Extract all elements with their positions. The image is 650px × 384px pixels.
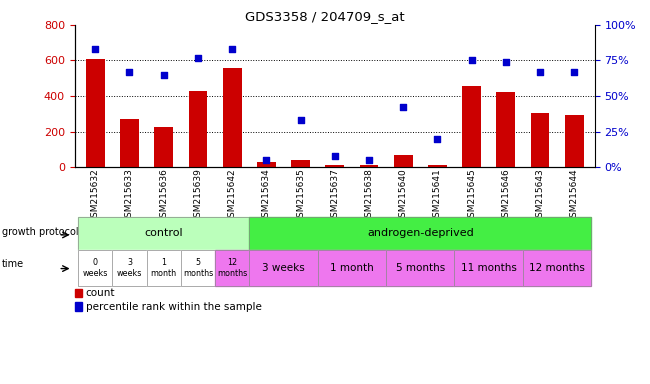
Bar	[565, 115, 584, 167]
Text: growth protocol: growth protocol	[2, 227, 79, 237]
Point	[295, 117, 306, 123]
Point	[569, 69, 579, 75]
Bar	[75, 302, 82, 311]
Bar	[291, 160, 310, 167]
Point	[90, 46, 101, 52]
Text: 1
month: 1 month	[151, 258, 177, 278]
Bar	[223, 68, 242, 167]
Text: 12 months: 12 months	[529, 263, 585, 273]
Bar	[154, 127, 173, 167]
Text: 0
weeks: 0 weeks	[83, 258, 108, 278]
Text: control: control	[144, 228, 183, 238]
Point	[330, 152, 340, 159]
Bar	[86, 59, 105, 167]
Point	[261, 157, 272, 163]
Point	[432, 136, 443, 142]
Text: time: time	[2, 259, 24, 269]
Bar	[257, 162, 276, 167]
Bar	[359, 165, 378, 167]
Text: GDS3358 / 204709_s_at: GDS3358 / 204709_s_at	[245, 10, 405, 23]
Point	[467, 57, 477, 63]
Text: 3 weeks: 3 weeks	[262, 263, 305, 273]
Point	[159, 71, 169, 78]
Text: 3
weeks: 3 weeks	[117, 258, 142, 278]
Point	[398, 104, 408, 111]
Text: 12
months: 12 months	[217, 258, 247, 278]
Bar	[530, 113, 549, 167]
Point	[192, 55, 203, 61]
Bar	[428, 165, 447, 167]
Text: percentile rank within the sample: percentile rank within the sample	[86, 301, 261, 311]
Text: 11 months: 11 months	[461, 263, 517, 273]
Point	[124, 69, 135, 75]
Bar	[326, 165, 344, 167]
Bar	[188, 91, 207, 167]
Point	[535, 69, 545, 75]
Text: 1 month: 1 month	[330, 263, 374, 273]
Bar	[75, 289, 82, 297]
Point	[364, 157, 374, 163]
Point	[500, 59, 511, 65]
Bar	[120, 119, 139, 167]
Bar	[497, 91, 515, 167]
Bar	[462, 86, 481, 167]
Text: androgen-deprived: androgen-deprived	[367, 228, 474, 238]
Bar	[394, 156, 413, 167]
Text: count: count	[86, 288, 115, 298]
Text: 5 months: 5 months	[396, 263, 445, 273]
Text: 5
months: 5 months	[183, 258, 213, 278]
Point	[227, 46, 237, 52]
